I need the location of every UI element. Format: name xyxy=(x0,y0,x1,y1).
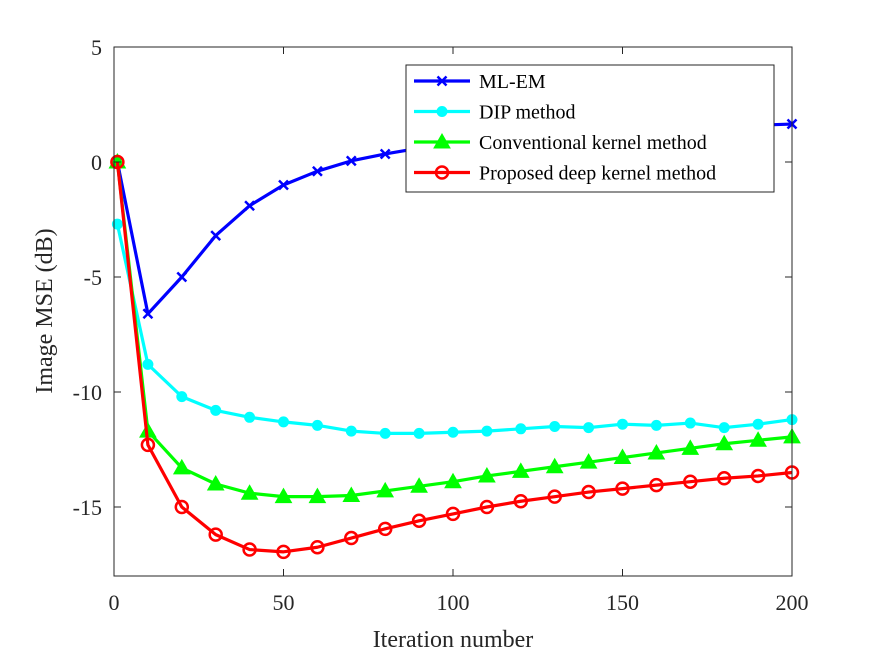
data-point xyxy=(478,466,496,483)
data-point xyxy=(444,472,462,489)
data-point xyxy=(479,499,495,515)
data-point xyxy=(172,458,191,475)
data-point xyxy=(278,416,289,428)
data-point xyxy=(447,426,459,438)
x-tick-label: 50 xyxy=(273,590,295,615)
series-line xyxy=(115,161,793,554)
data-point xyxy=(615,481,630,496)
x-tick-label: 200 xyxy=(776,590,809,615)
data-point xyxy=(716,471,732,486)
y-tick-label: -5 xyxy=(84,265,102,290)
data-point xyxy=(206,474,225,491)
legend-marker xyxy=(433,132,451,149)
data-point xyxy=(111,218,123,230)
data-point xyxy=(308,487,327,504)
data-point xyxy=(750,468,766,484)
y-tick-label: -15 xyxy=(73,495,102,520)
y-tick-label: -10 xyxy=(73,380,102,405)
data-point xyxy=(379,427,391,439)
legend-label: ML-EM xyxy=(479,71,546,93)
series-3 xyxy=(110,154,800,560)
data-point xyxy=(276,544,291,560)
data-point xyxy=(515,423,527,435)
legend-label: Proposed deep kernel method xyxy=(479,163,716,185)
data-point xyxy=(681,439,700,455)
data-point xyxy=(749,431,767,447)
legend-label: Conventional kernel method xyxy=(479,132,707,154)
data-point xyxy=(413,427,425,439)
data-point xyxy=(617,418,628,430)
legend-item: DIP method xyxy=(414,102,575,124)
data-point xyxy=(210,404,222,416)
data-point xyxy=(683,474,698,489)
data-point xyxy=(411,513,427,529)
data-point xyxy=(650,419,662,431)
y-tick-label: 0 xyxy=(91,150,102,175)
x-tick-label: 0 xyxy=(109,590,120,615)
data-point xyxy=(410,477,428,493)
legend-item: Conventional kernel method xyxy=(414,132,707,154)
data-point xyxy=(310,540,325,555)
data-point xyxy=(445,506,461,522)
data-point xyxy=(549,421,561,432)
y-axis-title: Image MSE (dB) xyxy=(32,228,58,393)
data-point xyxy=(176,391,188,403)
data-point xyxy=(649,477,664,493)
data-point xyxy=(613,448,632,465)
data-point xyxy=(511,462,530,478)
data-point xyxy=(142,358,154,370)
legend-label: DIP method xyxy=(479,102,575,124)
legend-marker xyxy=(434,165,450,180)
data-point xyxy=(176,271,188,283)
data-point xyxy=(242,542,257,557)
data-point xyxy=(278,179,289,191)
legend-marker xyxy=(436,75,448,87)
legend-box xyxy=(405,64,775,193)
data-point xyxy=(174,499,190,515)
legend: ML-EM DIP method Conventional kernel metho… xyxy=(405,64,775,193)
data-point xyxy=(312,165,323,177)
data-point xyxy=(376,481,395,498)
data-point xyxy=(240,484,259,500)
data-point xyxy=(583,422,595,434)
data-point xyxy=(140,437,156,453)
legend-item: ML-EM xyxy=(414,71,546,93)
data-point xyxy=(344,530,359,546)
data-point xyxy=(547,489,562,504)
data-point xyxy=(110,154,125,170)
data-point xyxy=(579,453,598,469)
data-point xyxy=(345,155,357,167)
data-point xyxy=(379,148,391,160)
data-point xyxy=(142,308,154,320)
x-axis-title: Iteration number xyxy=(373,627,534,653)
y-tick-label: 5 xyxy=(91,35,102,60)
data-point xyxy=(345,425,357,437)
data-point xyxy=(274,487,293,504)
data-point xyxy=(715,434,734,451)
data-point xyxy=(244,200,255,212)
data-point xyxy=(581,484,596,500)
data-point xyxy=(513,494,529,509)
series-2 xyxy=(108,152,801,504)
data-point xyxy=(718,422,730,434)
data-point xyxy=(311,419,323,431)
data-point xyxy=(752,418,764,430)
legend-item: Proposed deep kernel method xyxy=(414,163,716,185)
data-point xyxy=(210,230,222,241)
data-point xyxy=(684,417,696,429)
data-point xyxy=(208,527,223,542)
data-point xyxy=(481,425,493,437)
x-tick-label: 150 xyxy=(606,590,639,615)
data-point xyxy=(244,411,256,423)
x-tick-label: 100 xyxy=(437,590,470,615)
data-point xyxy=(545,457,564,474)
data-point xyxy=(377,521,393,537)
series-1 xyxy=(111,218,798,439)
data-point xyxy=(647,443,666,460)
legend-marker xyxy=(436,106,448,117)
data-point xyxy=(342,486,361,502)
